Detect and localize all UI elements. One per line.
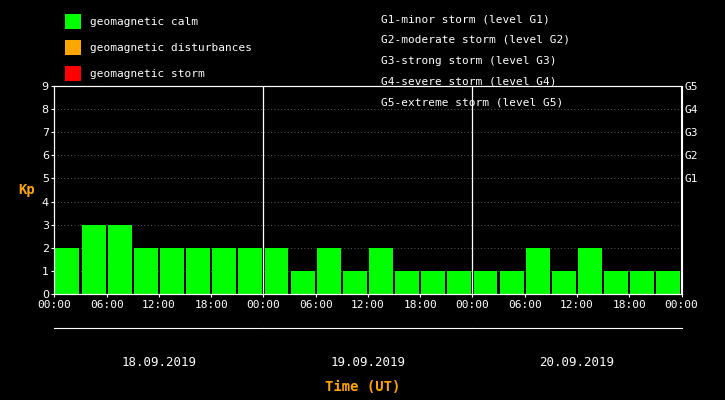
Bar [186, 248, 210, 294]
Bar [82, 225, 106, 294]
Text: 20.09.2019: 20.09.2019 [539, 356, 615, 370]
Text: G1-minor storm (level G1): G1-minor storm (level G1) [381, 14, 550, 24]
Bar [552, 271, 576, 294]
Bar [160, 248, 184, 294]
Bar [369, 248, 393, 294]
Text: G3-strong storm (level G3): G3-strong storm (level G3) [381, 56, 556, 66]
Text: geomagnetic disturbances: geomagnetic disturbances [90, 43, 252, 53]
Bar [108, 225, 132, 294]
Bar [291, 271, 315, 294]
Bar [239, 248, 262, 294]
Bar [526, 248, 550, 294]
Text: Time (UT): Time (UT) [325, 380, 400, 394]
Bar [265, 248, 289, 294]
Text: geomagnetic storm: geomagnetic storm [90, 69, 204, 78]
Text: geomagnetic calm: geomagnetic calm [90, 17, 198, 26]
Bar [56, 248, 80, 294]
Bar [630, 271, 654, 294]
Text: 18.09.2019: 18.09.2019 [121, 356, 196, 370]
Bar [656, 271, 680, 294]
Bar [473, 271, 497, 294]
Bar [604, 271, 628, 294]
Text: Kp: Kp [18, 183, 35, 197]
Bar [317, 248, 341, 294]
Text: G5-extreme storm (level G5): G5-extreme storm (level G5) [381, 97, 563, 107]
Bar [578, 248, 602, 294]
Text: G4-severe storm (level G4): G4-severe storm (level G4) [381, 76, 556, 86]
Bar [447, 271, 471, 294]
Bar [212, 248, 236, 294]
Bar [134, 248, 158, 294]
Bar [395, 271, 419, 294]
Text: G2-moderate storm (level G2): G2-moderate storm (level G2) [381, 35, 570, 45]
Bar [500, 271, 523, 294]
Bar [343, 271, 367, 294]
Text: 19.09.2019: 19.09.2019 [331, 356, 405, 370]
Bar [421, 271, 445, 294]
